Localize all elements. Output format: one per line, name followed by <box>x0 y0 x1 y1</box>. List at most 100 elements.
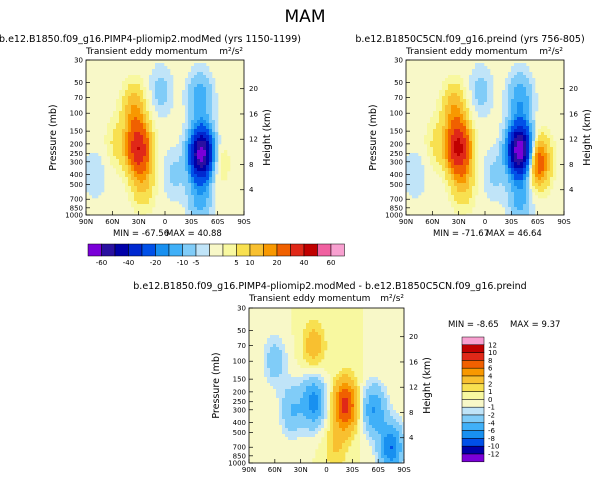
colorbar-swatch <box>141 243 156 257</box>
colorbar-swatch <box>114 243 129 257</box>
colorbar-swatch <box>182 243 197 257</box>
x-tick-label: 60S <box>371 466 385 474</box>
y-tick-label: 700 <box>390 196 403 204</box>
y-tick-label: 1000 <box>385 212 403 220</box>
panel-title: b.e12.B1850C5CN.f09_g16.preind (yrs 756-… <box>355 34 584 45</box>
x-tick-label: 0 <box>324 466 328 474</box>
panel-preind: b.e12.B1850C5CN.f09_g16.preind (yrs 756-… <box>355 34 593 239</box>
y-tick-label: 300 <box>233 406 246 414</box>
y-axis-label: Pressure (mb) <box>211 352 222 418</box>
y-tick-label: 1000 <box>65 212 83 220</box>
y-tick-label: 500 <box>233 429 246 437</box>
y-axis-label: Pressure (mb) <box>48 104 59 170</box>
y-tick-label: 850 <box>233 452 246 460</box>
x-tick-label: 90S <box>557 218 571 226</box>
colorbar-label: -20 <box>150 259 161 267</box>
y-tick-label: 400 <box>233 419 246 427</box>
height-tick-label: 4 <box>409 434 414 442</box>
y-tick-label: 400 <box>70 171 83 179</box>
colorbar-label: -12 <box>488 451 499 459</box>
y-tick-label: 300 <box>390 158 403 166</box>
x-tick-label: 30S <box>505 218 519 226</box>
panel-pliomip2: b.e12.B1850.f09_g16.PIMP4-pliomip2.modMe… <box>0 34 301 239</box>
colorbar-swatch <box>87 243 102 257</box>
y-tick-label: 250 <box>233 398 246 406</box>
y-tick-label: 50 <box>74 79 83 87</box>
colorbar-swatch <box>195 243 210 257</box>
colorbar-label: 4 <box>488 373 493 381</box>
y-tick-label: 150 <box>233 376 246 384</box>
y-tick-label: 150 <box>70 128 83 136</box>
x-tick-label: 60N <box>425 218 439 226</box>
panel-max-label: MAX = 40.88 <box>166 229 222 239</box>
y-tick-label: 70 <box>74 94 83 102</box>
colorbar-label: 6 <box>488 365 493 373</box>
x-tick-label: 90S <box>237 218 251 226</box>
panel-units: m²/s² <box>219 47 243 57</box>
height-tick-label: 16 <box>249 110 258 118</box>
height-tick-label: 12 <box>249 136 258 144</box>
panel-min-label: MIN = -71.67 <box>433 229 489 239</box>
y-tick-label: 70 <box>237 342 246 350</box>
colorbar-label: 12 <box>488 341 497 349</box>
colorbar-swatch <box>249 243 264 257</box>
y-tick-label: 70 <box>394 94 403 102</box>
colorbar-swatch <box>461 391 485 400</box>
colorbar-swatch <box>168 243 183 257</box>
colorbar-label: 60 <box>327 259 336 267</box>
height-tick-label: 20 <box>249 85 258 93</box>
colorbar-label: -2 <box>488 412 495 420</box>
height-tick-label: 8 <box>409 409 413 417</box>
colorbar-swatch <box>461 406 485 416</box>
height-tick-label: 20 <box>569 85 578 93</box>
y-tick-label: 850 <box>390 204 403 212</box>
colorbar-label: -6 <box>488 427 496 435</box>
colorbar-swatch <box>461 430 485 439</box>
panel-title: b.e12.B1850.f09_g16.PIMP4-pliomip2.modMe… <box>0 34 301 45</box>
shared-colorbar: -60 -40 -20 -10 -5 5 10 20 40 60 <box>87 243 345 267</box>
colorbar-swatch <box>263 243 278 257</box>
colorbar-swatch <box>128 243 143 257</box>
colorbar-label: 10 <box>246 259 255 267</box>
y-tick-label: 30 <box>394 57 403 65</box>
y-tick-label: 250 <box>390 150 403 158</box>
panel-subtitle: Transient eddy momentum <box>405 47 527 57</box>
colorbar-label: -8 <box>488 435 495 443</box>
y-axis-label-right: Height (km) <box>422 357 433 414</box>
colorbar-swatch <box>317 243 332 257</box>
height-tick-label: 8 <box>249 161 253 169</box>
colorbar-swatch <box>461 453 485 463</box>
y-tick-label: 30 <box>237 305 246 313</box>
panel-max-label: MAX = 9.37 <box>510 320 560 330</box>
colorbar-swatch <box>236 243 251 257</box>
x-tick-label: 90S <box>397 466 411 474</box>
y-tick-label: 100 <box>70 110 83 118</box>
colorbar-label: -10 <box>177 259 188 267</box>
season-title: MAM <box>285 7 326 27</box>
colorbar-swatch <box>155 243 170 257</box>
colorbar-label: 40 <box>300 259 309 267</box>
y-tick-label: 30 <box>74 57 83 65</box>
height-tick-label: 4 <box>569 186 574 194</box>
panel-subtitle: Transient eddy momentum <box>85 47 207 57</box>
x-tick-label: 90N <box>242 466 256 474</box>
height-tick-label: 16 <box>409 358 418 366</box>
x-tick-label: 30S <box>185 218 199 226</box>
y-tick-label: 1000 <box>228 460 246 468</box>
colorbar-label: 10 <box>488 349 497 357</box>
colorbar-swatch <box>303 243 318 257</box>
contour-field <box>86 63 231 215</box>
x-tick-label: 0 <box>483 218 487 226</box>
panel-max-label: MAX = 46.64 <box>486 229 542 239</box>
contour-field <box>406 63 557 215</box>
y-axis-label-right: Height (km) <box>582 109 593 166</box>
height-tick-label: 16 <box>569 110 578 118</box>
colorbar-label: -60 <box>96 259 107 267</box>
colorbar-swatch <box>461 422 485 431</box>
panel-subtitle: Transient eddy momentum <box>248 294 370 304</box>
colorbar-label: -10 <box>488 443 499 451</box>
y-tick-label: 100 <box>233 358 246 366</box>
panel-units: m²/s² <box>539 47 563 57</box>
